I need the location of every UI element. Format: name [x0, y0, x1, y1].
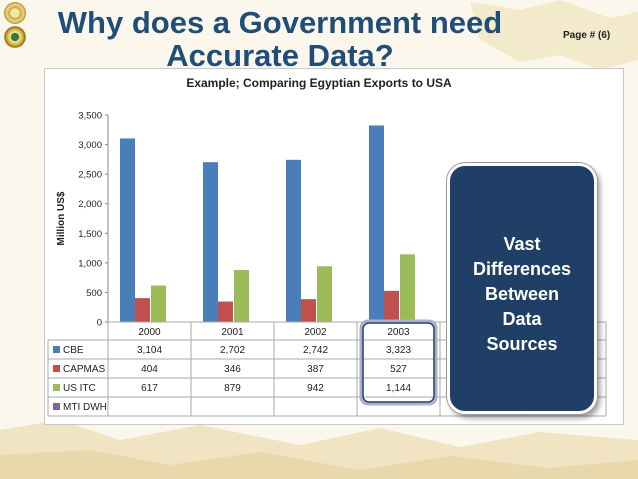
slide-title: Why does a Government need Accurate Data… — [57, 5, 503, 73]
data-label: 2,702 — [220, 345, 245, 356]
highlight-ring — [362, 322, 435, 403]
bar-us-itc — [234, 270, 249, 322]
data-label: 2,742 — [303, 345, 328, 356]
y-tick-label: 3,000 — [78, 140, 102, 151]
data-label: 527 — [390, 364, 407, 375]
bar-cbe — [203, 162, 218, 322]
data-label: 3,104 — [137, 345, 162, 356]
category-label: 2000 — [138, 327, 161, 338]
highlight-ring-outer — [359, 319, 438, 406]
legend-series-name: CAPMAS — [63, 364, 106, 375]
y-tick-label: 3,500 — [78, 111, 102, 122]
y-tick-label: 0 — [97, 318, 102, 329]
legend-swatch — [53, 346, 60, 353]
callout-text: Vast Differences Between Data Sources — [472, 234, 572, 354]
bar-capmas — [301, 299, 316, 322]
ministry-logo — [4, 2, 26, 24]
bar-cbe — [369, 125, 384, 322]
page-number: Page # (6) — [563, 30, 611, 41]
bar-cbe — [286, 159, 301, 322]
data-label: 404 — [141, 364, 158, 375]
y-tick-label: 1,000 — [78, 258, 102, 269]
y-tick-label: 500 — [86, 288, 102, 299]
category-label: 2003 — [387, 327, 410, 338]
data-label: 3,323 — [386, 345, 411, 356]
data-label: 387 — [307, 364, 324, 375]
y-tick-label: 1,500 — [78, 229, 102, 240]
data-label: 617 — [141, 383, 158, 394]
legend-series-name: US ITC — [63, 383, 96, 394]
y-axis-title: Million US$ — [56, 191, 67, 245]
data-label: 346 — [224, 364, 241, 375]
category-label: 2001 — [221, 327, 244, 338]
legend-swatch — [53, 365, 60, 372]
legend-series-name: MTI DWH — [63, 402, 107, 413]
legend-swatch — [53, 384, 60, 391]
chart-title: Example; Comparing Egyptian Exports to U… — [186, 76, 452, 90]
bar-us-itc — [317, 266, 332, 322]
data-label: 942 — [307, 383, 324, 394]
y-tick-label: 2,500 — [78, 170, 102, 181]
bar-us-itc — [400, 254, 415, 322]
bar-cbe — [120, 138, 135, 322]
legend-series-name: CBE — [63, 345, 84, 356]
bar-capmas — [218, 301, 233, 322]
bar-us-itc — [151, 285, 166, 322]
data-label: 1,144 — [386, 383, 411, 394]
callout-box: Vast Differences Between Data Sources — [447, 163, 597, 414]
legend-swatch — [53, 403, 60, 410]
y-tick-label: 2,000 — [78, 199, 102, 210]
category-label: 2002 — [304, 327, 327, 338]
bar-capmas — [135, 298, 150, 322]
bar-capmas — [384, 290, 399, 322]
government-emblem-logo — [4, 26, 26, 48]
data-label: 879 — [224, 383, 241, 394]
